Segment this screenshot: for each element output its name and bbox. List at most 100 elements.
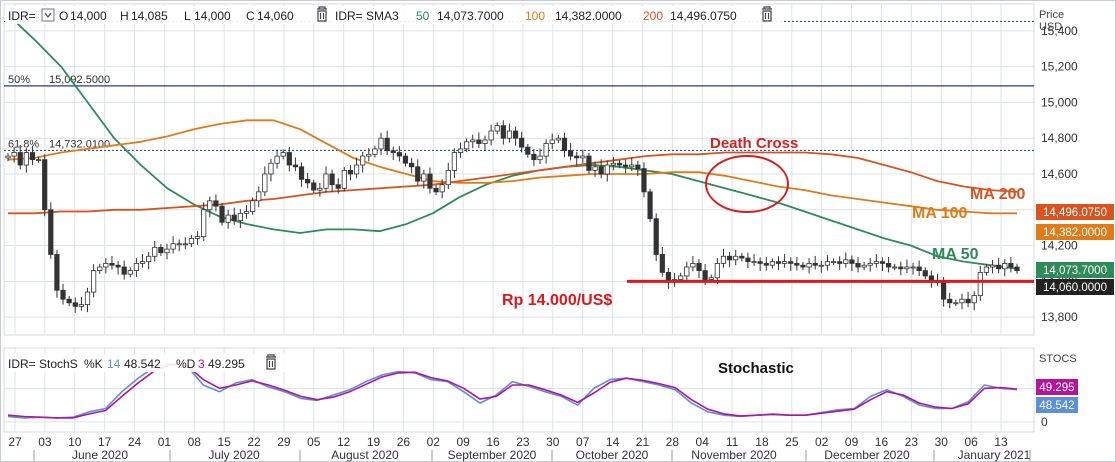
date-tick-label: 23 [905, 435, 919, 449]
candle-up [97, 266, 103, 271]
support-label: Rp 14.000/US$ [502, 292, 612, 309]
candle-up [439, 184, 445, 193]
candle-up [959, 298, 965, 304]
date-tick-label: 08 [188, 435, 202, 449]
candle-down [476, 139, 482, 144]
candle-up [243, 211, 250, 214]
price-tick-label: 13,800 [1041, 310, 1078, 324]
candle-up [445, 169, 451, 186]
candle-down [72, 302, 78, 307]
candle-down [408, 162, 415, 168]
candle-down [996, 264, 1002, 270]
fib-level-pct: 61.8% [8, 138, 39, 150]
candle-down [794, 263, 800, 266]
candle-up [867, 263, 873, 266]
candle-up [360, 155, 366, 166]
candle-down [800, 264, 806, 268]
candle-up [543, 143, 549, 157]
candle-down [898, 266, 904, 270]
candle-up [629, 164, 635, 168]
candle-down [788, 261, 794, 264]
candle-down [855, 263, 861, 268]
candle-down [305, 178, 311, 184]
candle-up [690, 263, 696, 268]
stoch-legend-bg [5, 354, 285, 372]
candle-up [604, 164, 610, 175]
date-tick-label: 06 [964, 435, 978, 449]
d-label: %D [176, 357, 196, 371]
price-tick-label: 15,000 [1041, 95, 1078, 109]
month-label: October 2020 [576, 448, 649, 462]
price-tag-label: 14,060.0000 [1043, 282, 1107, 294]
candle-down [415, 166, 421, 182]
candle-down [54, 254, 60, 291]
sma200-value: 14,496.0750 [670, 9, 737, 23]
candle-down [1008, 263, 1014, 268]
price-tick-label: 14,800 [1041, 131, 1078, 145]
symbol-dropdown[interactable] [41, 8, 55, 22]
delete-price-series-button[interactable] [317, 6, 327, 22]
trash-icon [762, 6, 772, 22]
candle-up [35, 159, 42, 162]
close-label: C [246, 9, 255, 23]
date-tick-label: 17 [98, 435, 112, 449]
delete-stoch-button[interactable] [266, 354, 276, 370]
candle-down [531, 153, 537, 161]
open-label: O [59, 9, 68, 23]
candle-down [231, 214, 237, 221]
candle-down [427, 173, 433, 189]
candle-up [861, 264, 867, 268]
candle-up [5, 155, 11, 159]
date-tick-label: 16 [486, 435, 500, 449]
candle-up [953, 302, 959, 305]
candle-down [745, 257, 751, 263]
month-label: June 2020 [72, 448, 128, 462]
k-label: %K [84, 357, 103, 371]
candle-up [488, 130, 494, 141]
candle-up [971, 295, 977, 304]
date-tick-label: 30 [935, 435, 949, 449]
candle-up [782, 261, 788, 264]
candle-down [286, 152, 292, 166]
date-tick-label: 24 [128, 435, 142, 449]
candle-up [989, 264, 996, 268]
candle-up [237, 212, 243, 221]
candle-up [152, 246, 158, 257]
candle-up [843, 259, 849, 264]
candle-down [519, 137, 525, 148]
candle-up [506, 130, 513, 139]
candle-down [849, 259, 855, 264]
stoch-label: IDR= StochS [8, 357, 78, 371]
candle-up [317, 187, 323, 191]
candle-up [341, 169, 347, 189]
sma100-value: 14,382.0000 [555, 9, 622, 23]
candle-down [616, 162, 623, 166]
date-tick-label: 02 [815, 435, 829, 449]
date-tick-label: 01 [158, 435, 172, 449]
d-period: 3 [198, 357, 205, 371]
candle-down [653, 218, 659, 255]
candle-up [733, 255, 739, 261]
stoch-axis-title: STOCS [1039, 353, 1077, 365]
chevron-down-icon [44, 12, 52, 18]
candle-up [451, 152, 458, 171]
fib-level-value: 14,732.0100 [49, 138, 110, 150]
candle-up [555, 137, 561, 141]
candle-up [78, 304, 84, 307]
stochastic-label: Stochastic [718, 360, 794, 377]
candle-down [219, 205, 225, 223]
stoch-tag-bg [1036, 397, 1078, 413]
candle-up [873, 261, 879, 264]
death-cross-label: Death Cross [710, 135, 798, 152]
candle-up [91, 270, 97, 293]
candle-down [726, 255, 733, 261]
low-label: L [184, 9, 191, 23]
stoch-tag-label: 48.542 [1039, 400, 1074, 412]
price-tag-bg [1036, 279, 1114, 295]
candle-down [1014, 266, 1020, 271]
price-axis-unit: USD [1039, 21, 1062, 33]
delete-sma-button[interactable] [762, 6, 772, 22]
candle-up [580, 155, 586, 159]
month-label: December 2020 [824, 448, 910, 462]
